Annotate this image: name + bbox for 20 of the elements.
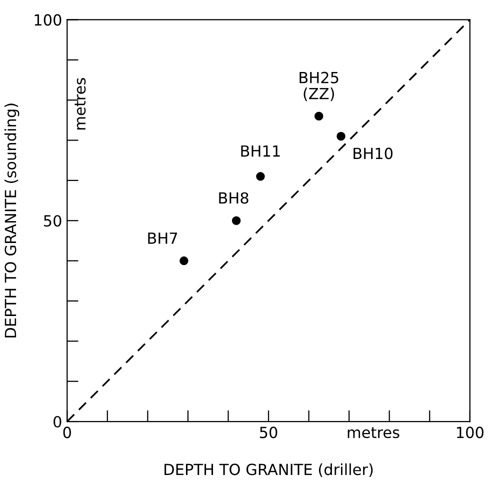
point	[314, 112, 324, 121]
x-tick-label: 50	[260, 426, 278, 438]
point	[336, 132, 346, 141]
point	[180, 256, 188, 266]
annotation: BH10	[354, 148, 393, 160]
y-axis-title: DEPTH TO GRANITE (sounding)	[4, 104, 20, 338]
annotation: BH11	[241, 145, 280, 157]
x-tick-label: 0	[63, 426, 71, 438]
y-tick-label: 0	[54, 416, 62, 428]
x-tick-label: 100	[457, 426, 484, 438]
y-tick-label: 100	[34, 14, 62, 26]
point	[256, 172, 265, 181]
x-axis-title: DEPTH TO GRANITE (driller)	[164, 463, 373, 478]
y-tick-label: 50	[44, 215, 62, 227]
text: metres	[348, 427, 400, 438]
annotation: metres	[74, 78, 86, 130]
annotation: BH8	[219, 192, 248, 204]
annotation: BH25 (ZZ)	[300, 72, 338, 102]
annotation: BH7	[148, 232, 178, 244]
point	[232, 216, 241, 225]
